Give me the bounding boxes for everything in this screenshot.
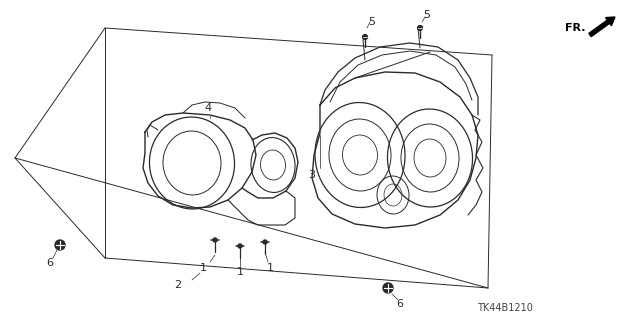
- Circle shape: [263, 240, 267, 244]
- Text: 1: 1: [237, 267, 243, 277]
- Text: 5: 5: [369, 17, 376, 27]
- Text: 6: 6: [47, 258, 54, 268]
- Text: 2: 2: [175, 280, 182, 290]
- Circle shape: [363, 34, 367, 40]
- Text: 3: 3: [308, 170, 316, 180]
- Circle shape: [383, 283, 393, 293]
- Circle shape: [213, 238, 217, 242]
- FancyArrow shape: [589, 17, 615, 37]
- Text: 1: 1: [266, 263, 273, 273]
- Circle shape: [417, 26, 422, 30]
- Circle shape: [238, 244, 242, 248]
- Text: 6: 6: [397, 299, 403, 309]
- Text: TK44B1210: TK44B1210: [477, 303, 533, 313]
- Text: 5: 5: [424, 10, 431, 20]
- Circle shape: [55, 240, 65, 250]
- Text: FR.: FR.: [564, 23, 585, 33]
- Text: 4: 4: [204, 103, 212, 113]
- Text: 1: 1: [200, 263, 207, 273]
